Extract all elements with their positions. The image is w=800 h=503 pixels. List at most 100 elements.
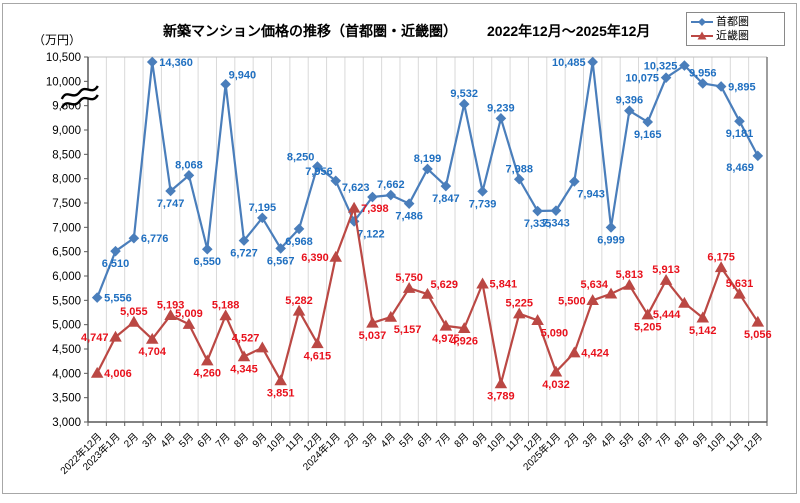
y-tick-label: 9,000 bbox=[52, 125, 81, 137]
data-point-marker bbox=[715, 81, 727, 92]
data-label: 8,199 bbox=[414, 153, 442, 165]
data-label: 7,486 bbox=[395, 211, 423, 223]
data-label: 7,623 bbox=[342, 182, 370, 194]
data-point-marker bbox=[494, 377, 508, 389]
data-point-marker bbox=[293, 223, 305, 235]
data-point-marker bbox=[110, 245, 121, 257]
data-label: 7,335 bbox=[524, 218, 552, 230]
data-point-marker bbox=[201, 243, 213, 255]
data-label: 5,142 bbox=[689, 325, 717, 337]
x-tick-label: 5月 bbox=[397, 431, 416, 450]
axis-break-gap bbox=[58, 87, 102, 106]
x-tick-label: 12月 bbox=[742, 431, 765, 454]
data-point-marker bbox=[275, 243, 286, 254]
data-point-marker bbox=[476, 277, 489, 289]
data-point-marker bbox=[697, 78, 709, 89]
data-label: 4,424 bbox=[581, 348, 609, 360]
data-label: 6,510 bbox=[102, 258, 130, 270]
y-tick-label: 6,500 bbox=[52, 247, 81, 259]
data-point-marker bbox=[422, 163, 433, 175]
data-point-marker bbox=[696, 311, 710, 323]
data-point-marker bbox=[440, 180, 452, 192]
data-point-marker bbox=[274, 374, 287, 386]
y-tick-label: 3,500 bbox=[52, 393, 81, 405]
data-label: 7,943 bbox=[577, 188, 605, 200]
data-label: 9,956 bbox=[689, 67, 717, 79]
data-label: 6,550 bbox=[194, 256, 222, 268]
data-label: 6,390 bbox=[301, 252, 329, 264]
data-label: 5,631 bbox=[726, 278, 754, 290]
data-label: 5,629 bbox=[431, 279, 459, 291]
data-label: 7,662 bbox=[377, 179, 405, 191]
data-label: 5,055 bbox=[120, 306, 148, 318]
legend-item-kinkiken[interactable]: 近畿圏 bbox=[690, 29, 780, 43]
data-point-marker bbox=[257, 212, 268, 224]
y-tick-label: 4,000 bbox=[52, 368, 81, 380]
data-label: 8,250 bbox=[287, 152, 315, 164]
data-point-marker bbox=[311, 337, 324, 349]
x-tick-label: 7月 bbox=[433, 431, 452, 450]
x-tick-label: 8月 bbox=[232, 431, 251, 450]
data-point-marker bbox=[312, 161, 323, 172]
data-label: 8,469 bbox=[726, 162, 754, 174]
y-tick-label: 8,000 bbox=[52, 174, 81, 186]
data-label: 6,776 bbox=[141, 233, 169, 245]
data-label: 5,444 bbox=[653, 309, 681, 321]
data-label: 4,926 bbox=[450, 335, 478, 347]
x-tick-label: 3月 bbox=[580, 431, 599, 450]
data-label: 10,325 bbox=[644, 61, 678, 73]
data-label: 5,056 bbox=[744, 329, 772, 341]
data-label: 5,037 bbox=[359, 330, 387, 342]
data-label: 3,851 bbox=[267, 388, 295, 400]
data-point-marker bbox=[367, 191, 378, 203]
chart-period: 2022年12月～2025年12月 bbox=[487, 23, 651, 39]
data-point-marker bbox=[549, 365, 563, 377]
y-tick-label: 6,000 bbox=[52, 271, 81, 283]
data-point-marker bbox=[531, 314, 544, 325]
data-label: 4,704 bbox=[138, 346, 166, 358]
data-point-marker bbox=[513, 173, 525, 185]
data-point-marker bbox=[752, 150, 764, 162]
x-tick-label: 11月 bbox=[503, 431, 526, 454]
y-tick-label: 7,000 bbox=[52, 222, 81, 234]
data-point-marker bbox=[347, 201, 361, 213]
legend-label-shutoken: 首都圏 bbox=[716, 16, 749, 28]
data-point-marker bbox=[569, 176, 580, 187]
data-label: 7,956 bbox=[305, 166, 333, 178]
data-point-marker bbox=[733, 287, 746, 299]
data-label: 4,615 bbox=[304, 350, 332, 362]
data-point-marker bbox=[402, 281, 416, 293]
y-tick-label: 8,500 bbox=[52, 149, 81, 161]
data-point-marker bbox=[623, 278, 636, 290]
legend: 首都圏 近畿圏 bbox=[686, 12, 785, 46]
data-point-marker bbox=[714, 261, 728, 273]
data-point-marker bbox=[366, 316, 379, 328]
data-label: 5,813 bbox=[616, 269, 644, 281]
x-tick-label: 4月 bbox=[158, 431, 177, 450]
y-tick-label: 7,500 bbox=[52, 198, 81, 210]
data-label: 14,360 bbox=[159, 57, 193, 69]
data-point-marker bbox=[421, 287, 434, 299]
data-point-marker bbox=[512, 307, 526, 319]
data-point-marker bbox=[679, 60, 690, 71]
data-label: 4,527 bbox=[232, 333, 260, 345]
y-axis-unit-label: （万円） bbox=[33, 33, 82, 47]
data-label: 5,009 bbox=[175, 308, 203, 320]
x-tick-label: 6月 bbox=[635, 431, 654, 450]
data-label: 5,157 bbox=[394, 324, 422, 336]
data-point-marker bbox=[219, 309, 232, 321]
data-label: 7,988 bbox=[505, 163, 533, 175]
data-point-marker bbox=[384, 310, 398, 322]
data-point-marker bbox=[237, 350, 251, 362]
data-label: 7,343 bbox=[542, 218, 570, 230]
x-tick-label: 2月 bbox=[342, 431, 361, 450]
legend-diamond-marker-icon bbox=[691, 18, 713, 26]
data-label: 9,239 bbox=[487, 102, 515, 114]
data-label: 6,175 bbox=[707, 251, 735, 263]
data-label: 4,260 bbox=[194, 368, 222, 380]
data-point-marker bbox=[182, 318, 196, 329]
data-point-marker bbox=[734, 115, 745, 127]
legend-item-shutoken[interactable]: 首都圏 bbox=[690, 15, 780, 29]
data-point-marker bbox=[439, 319, 453, 331]
